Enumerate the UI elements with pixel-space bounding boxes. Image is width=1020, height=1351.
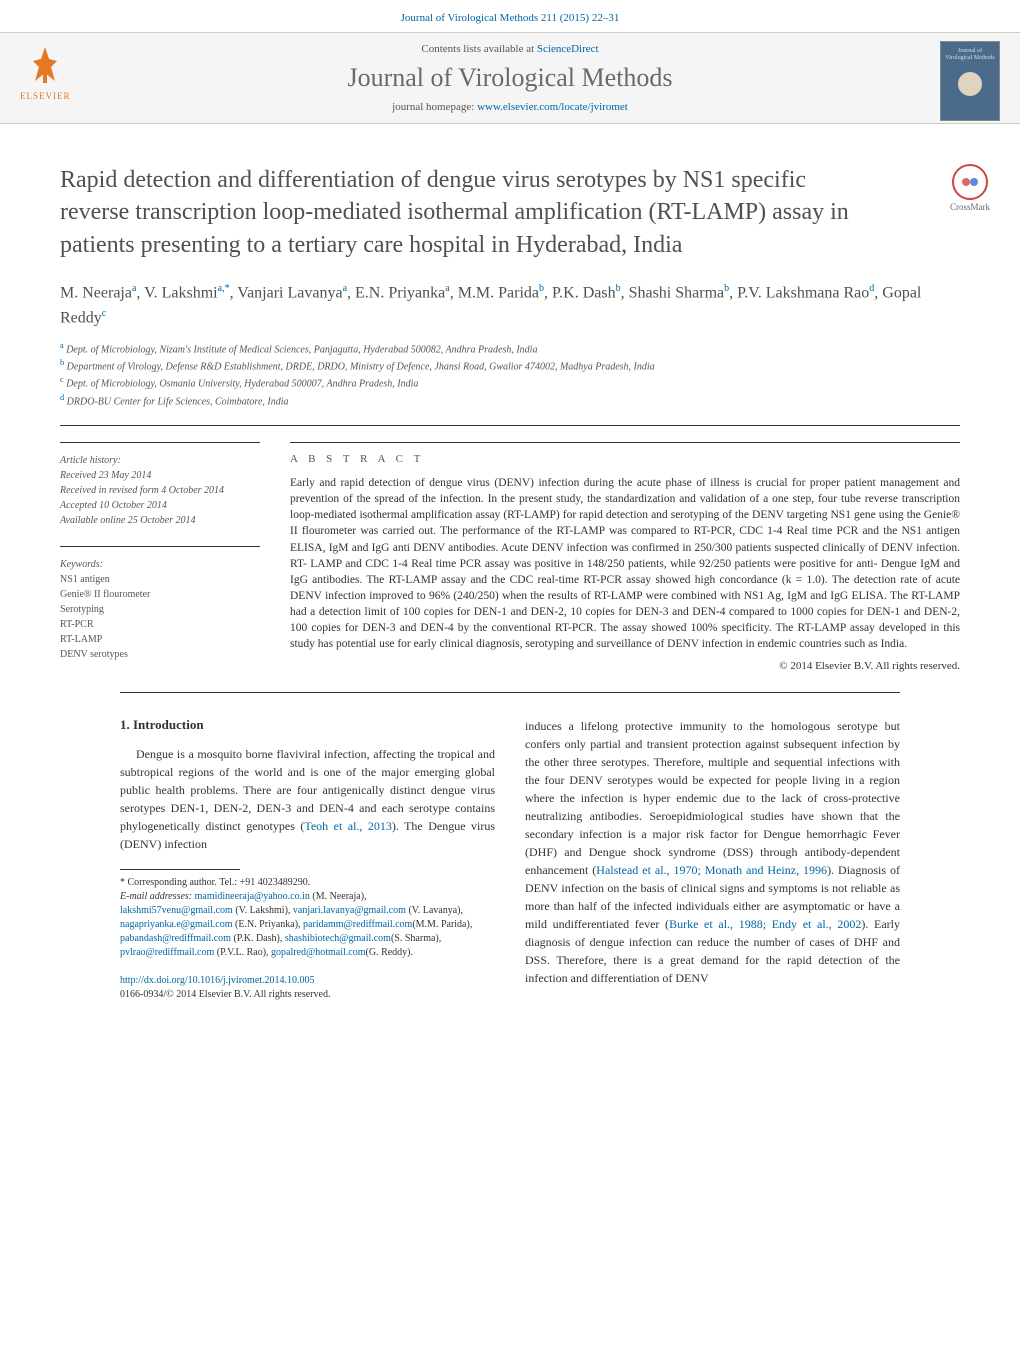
keyword: RT-PCR bbox=[60, 617, 260, 632]
corresponding-author: * Corresponding author. Tel.: +91 402348… bbox=[120, 876, 495, 890]
email-link[interactable]: paridamm@rediffmail.com bbox=[303, 919, 412, 930]
left-sidebar: Article history: Received 23 May 2014 Re… bbox=[60, 442, 260, 672]
keyword: NS1 antigen bbox=[60, 572, 260, 587]
journal-cover-thumb: Journal of Virological Methods bbox=[940, 41, 1000, 121]
ref-link[interactable]: Burke et al., 1988; Endy et al., 2002 bbox=[669, 917, 861, 931]
publisher-logo: ELSEVIER bbox=[20, 41, 71, 101]
abstract-heading: A B S T R A C T bbox=[290, 442, 960, 465]
sciencedirect-link[interactable]: ScienceDirect bbox=[537, 43, 599, 55]
email-link[interactable]: nagapriyanka.e@gmail.com bbox=[120, 919, 233, 930]
intro-para-1: Dengue is a mosquito borne flaviviral in… bbox=[120, 745, 495, 853]
keywords-block: Keywords: NS1 antigenGenie® II flouromet… bbox=[60, 546, 260, 662]
keyword: RT-LAMP bbox=[60, 632, 260, 647]
crossmark-label: CrossMark bbox=[950, 202, 990, 212]
keyword: Serotyping bbox=[60, 602, 260, 617]
intro-heading: 1. Introduction bbox=[120, 717, 495, 733]
citation-text: Journal of Virological Methods 211 (2015… bbox=[401, 12, 620, 24]
article-title: Rapid detection and differentiation of d… bbox=[60, 164, 960, 261]
ref-link[interactable]: Teoh et al., 2013 bbox=[304, 819, 392, 833]
email-link[interactable]: gopalred@hotmail.com bbox=[271, 947, 365, 958]
abstract-text: Early and rapid detection of dengue viru… bbox=[290, 475, 960, 652]
email-addresses: E-mail addresses: mamidineeraja@yahoo.co… bbox=[120, 890, 495, 960]
body-columns: 1. Introduction Dengue is a mosquito bor… bbox=[120, 692, 900, 1032]
abstract-copyright: © 2014 Elsevier B.V. All rights reserved… bbox=[290, 660, 960, 672]
body-left-col: 1. Introduction Dengue is a mosquito bor… bbox=[120, 717, 495, 1002]
elsevier-tree-icon bbox=[21, 41, 69, 89]
ref-link[interactable]: Halstead et al., 1970; Monath and Heinz,… bbox=[596, 863, 827, 877]
doi-link[interactable]: http://dx.doi.org/10.1016/j.jviromet.201… bbox=[120, 975, 315, 986]
email-link[interactable]: lakshmi57venu@gmail.com bbox=[120, 905, 233, 916]
journal-name: Journal of Virological Methods bbox=[20, 63, 1000, 93]
homepage-link[interactable]: www.elsevier.com/locate/jviromet bbox=[477, 101, 628, 113]
doi-block: http://dx.doi.org/10.1016/j.jviromet.201… bbox=[120, 974, 495, 1002]
abstract-row: Article history: Received 23 May 2014 Re… bbox=[0, 426, 1020, 692]
body-right-col: induces a lifelong protective immunity t… bbox=[525, 717, 900, 1002]
affiliation: b Department of Virology, Defense R&D Es… bbox=[60, 357, 960, 374]
homepage-line: journal homepage: www.elsevier.com/locat… bbox=[20, 101, 1000, 113]
email-link[interactable]: shashibiotech@gmail.com bbox=[285, 933, 391, 944]
header-banner: ELSEVIER Contents lists available at Sci… bbox=[0, 32, 1020, 124]
email-link[interactable]: pvlrao@rediffmail.com bbox=[120, 947, 214, 958]
citation-line: Journal of Virological Methods 211 (2015… bbox=[0, 0, 1020, 32]
affiliation: d DRDO-BU Center for Life Sciences, Coim… bbox=[60, 392, 960, 409]
affiliation: c Dept. of Microbiology, Osmania Univers… bbox=[60, 374, 960, 391]
banner-center: Contents lists available at ScienceDirec… bbox=[20, 43, 1000, 113]
footnotes: * Corresponding author. Tel.: +91 402348… bbox=[120, 876, 495, 960]
article-title-block: Rapid detection and differentiation of d… bbox=[0, 124, 1020, 281]
affiliation: a Dept. of Microbiology, Nizam's Institu… bbox=[60, 340, 960, 357]
article-history: Article history: Received 23 May 2014 Re… bbox=[60, 442, 260, 528]
crossmark-icon bbox=[952, 164, 988, 200]
publisher-name: ELSEVIER bbox=[20, 91, 71, 101]
contents-line: Contents lists available at ScienceDirec… bbox=[20, 43, 1000, 55]
email-link[interactable]: pabandash@rediffmail.com bbox=[120, 933, 231, 944]
email-link[interactable]: vanjari.lavanya@gmail.com bbox=[293, 905, 406, 916]
affiliations-list: a Dept. of Microbiology, Nizam's Institu… bbox=[0, 340, 1020, 425]
footnote-divider bbox=[120, 869, 240, 870]
cover-illustration-icon bbox=[958, 72, 982, 96]
keyword: Genie® II flourometer bbox=[60, 587, 260, 602]
crossmark-badge[interactable]: CrossMark bbox=[950, 164, 990, 212]
authors-list: M. Neerajaa, V. Lakshmia,*, Vanjari Lava… bbox=[0, 281, 1020, 340]
issn-line: 0166-0934/© 2014 Elsevier B.V. All right… bbox=[120, 989, 330, 1000]
email-link[interactable]: mamidineeraja@yahoo.co.in bbox=[195, 891, 310, 902]
abstract-col: A B S T R A C T Early and rapid detectio… bbox=[290, 442, 960, 672]
keyword: DENV serotypes bbox=[60, 647, 260, 662]
intro-para-2: induces a lifelong protective immunity t… bbox=[525, 717, 900, 987]
